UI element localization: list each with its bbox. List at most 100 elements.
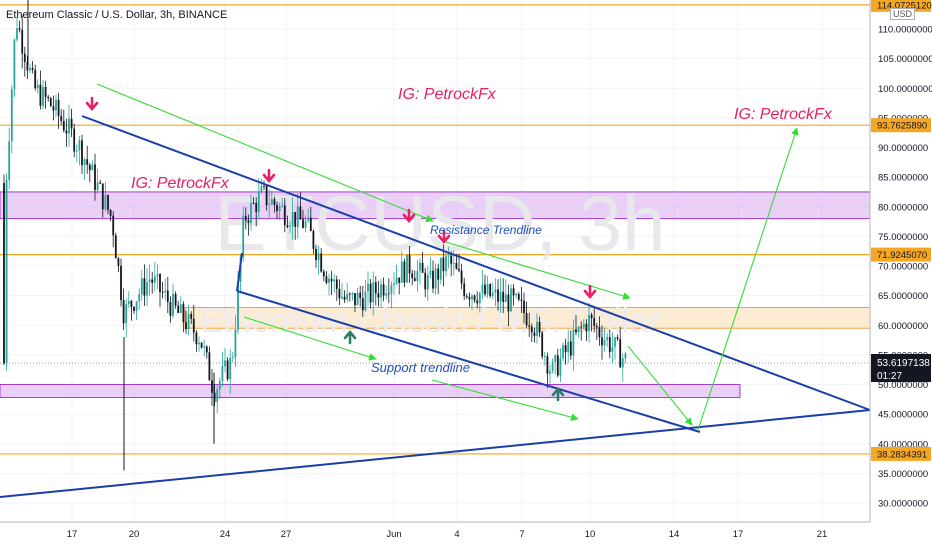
candle-body <box>413 278 416 282</box>
channel-left-edge <box>236 252 243 292</box>
level-label: 38.2834391 <box>877 449 927 460</box>
candle-body <box>218 381 221 390</box>
candle-body <box>164 290 167 293</box>
ig-annotation: IG: PetrockFx <box>398 86 497 103</box>
candle-body <box>5 179 8 364</box>
candle-body <box>390 285 393 294</box>
candle-body <box>99 182 102 184</box>
candle-body <box>419 262 421 271</box>
candle-body <box>250 202 252 223</box>
sell-arrow-marker <box>262 168 276 184</box>
candle-body <box>400 261 403 283</box>
candle-body <box>179 304 182 313</box>
candle-body <box>268 204 271 206</box>
candle-body <box>70 118 73 129</box>
candle-body <box>270 199 273 205</box>
candle-body <box>283 205 286 226</box>
candle-body <box>601 337 603 346</box>
candle-body <box>148 279 151 282</box>
candle-body <box>151 279 154 283</box>
candle-body <box>307 217 310 221</box>
candle-body <box>125 304 128 324</box>
candle-body <box>65 130 68 134</box>
candle-body <box>328 278 330 283</box>
candle-body <box>244 215 247 221</box>
candle-body <box>398 277 401 283</box>
candle-body <box>317 253 320 261</box>
candle-body <box>530 326 533 333</box>
candle-body <box>330 278 333 282</box>
y-tick-label: 110.0000000 <box>878 25 932 36</box>
candle-body <box>486 284 489 295</box>
candle-body <box>185 322 187 330</box>
candle-body <box>393 283 395 286</box>
candle-body <box>216 389 219 402</box>
y-tick-label: 75.0000000 <box>878 232 928 243</box>
candle-body <box>525 312 528 326</box>
candle-body <box>75 150 78 152</box>
candle-body <box>621 358 624 368</box>
currency-badge[interactable]: USD <box>890 8 916 20</box>
level-badge <box>871 247 931 262</box>
candle-body <box>42 86 44 106</box>
candle-body <box>174 293 177 306</box>
x-tick-label: 17 <box>733 529 744 540</box>
candle-body <box>143 278 146 296</box>
candle-body <box>478 292 481 304</box>
level-badge <box>871 446 931 461</box>
candle-body <box>101 183 104 210</box>
candle-body <box>36 84 39 89</box>
x-tick-label: 10 <box>585 529 596 540</box>
candle-body <box>257 192 260 213</box>
candle-body <box>263 185 265 187</box>
candle-body <box>234 329 237 358</box>
candle-body <box>190 313 193 319</box>
candle-body <box>31 67 34 70</box>
candle-body <box>91 164 94 171</box>
candle-body <box>78 140 81 151</box>
candle-body <box>60 115 63 121</box>
price-axis[interactable]: 30.0000000 35.0000000 40.0000000 45.0000000… <box>869 0 932 522</box>
candle-body <box>549 371 551 374</box>
candle-body <box>68 118 70 134</box>
buy-arrow-marker <box>551 386 565 402</box>
candle-body <box>265 186 268 206</box>
candle-body <box>114 235 117 259</box>
candle-body <box>497 289 499 302</box>
current-price: 53.6197138 <box>877 358 930 369</box>
candle-body <box>432 270 434 289</box>
y-tick-label: 100.0000000 <box>878 84 932 95</box>
candle-body <box>364 291 367 311</box>
candle-body <box>481 284 484 293</box>
candle-body <box>29 67 31 71</box>
zone-box <box>0 384 741 399</box>
x-tick-label: Jun <box>386 529 401 540</box>
time-axis[interactable]: 17 20 24 27 Jun 4 7 10 14 17 21 <box>0 521 932 550</box>
candle-body <box>294 212 297 228</box>
candle-body <box>341 296 343 299</box>
level-label: 114.0725120 <box>877 0 932 11</box>
candle-body <box>96 182 99 191</box>
candle-body <box>281 205 284 207</box>
candle-body <box>13 39 16 90</box>
candle-body <box>18 28 21 30</box>
candle-body <box>590 314 593 319</box>
trendlines <box>0 115 871 498</box>
candle-body <box>569 341 572 356</box>
y-tick-label: 60.0000000 <box>878 321 928 332</box>
chart-title: Ethereum Classic / U.S. Dollar, 3h, BINA… <box>6 9 228 21</box>
candle-body <box>333 279 336 282</box>
candle-body <box>484 284 486 295</box>
candle-body <box>156 274 159 277</box>
candle-body <box>177 305 180 313</box>
candle-body <box>608 337 611 352</box>
candle-body <box>343 296 346 300</box>
projection-arrows <box>96 83 799 431</box>
candle-body <box>26 62 29 71</box>
y-tick-label: 90.0000000 <box>878 143 928 154</box>
candle-body <box>494 289 497 293</box>
candle-body <box>515 294 518 296</box>
y-tick-label: 50.0000000 <box>878 380 928 391</box>
x-tick-label: 4 <box>454 529 459 540</box>
candle-body <box>543 356 546 357</box>
